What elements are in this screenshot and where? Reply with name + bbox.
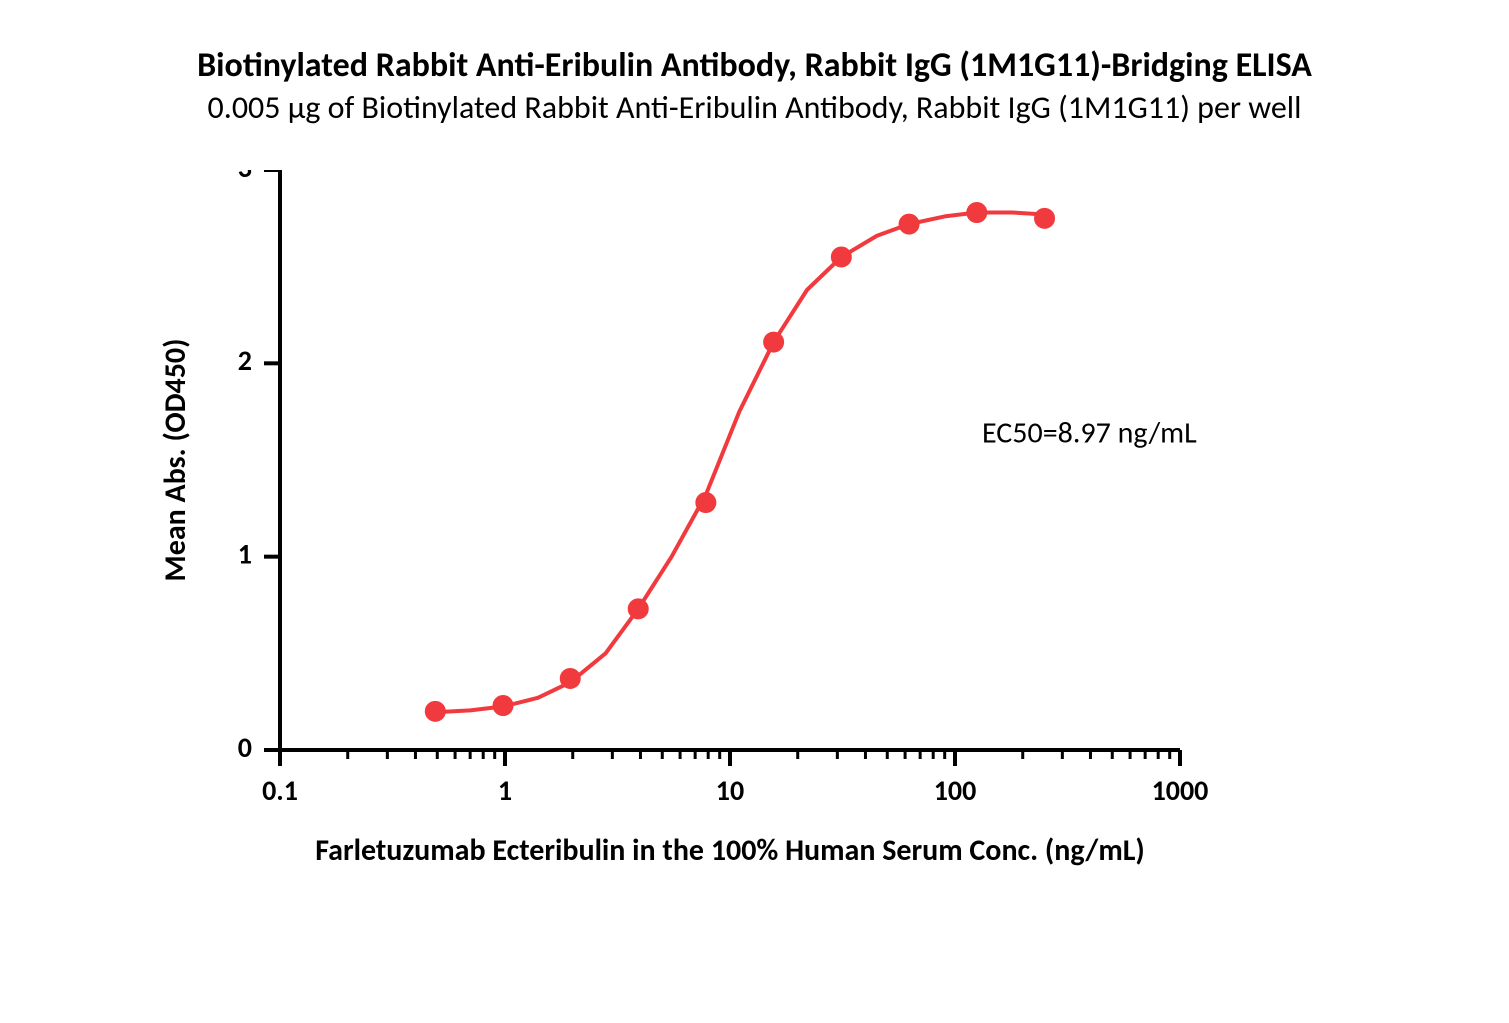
data-point <box>764 332 784 352</box>
y-axis-label: Mean Abs. (OD450) <box>157 339 194 582</box>
x-tick-label: 1000 <box>1152 773 1209 808</box>
data-point <box>899 214 919 234</box>
x-axis-label: Farletuzumab Ecteribulin in the 100% Hum… <box>315 832 1145 869</box>
data-point <box>1035 208 1055 228</box>
chart-svg: 0 1 2 3 0.1 1 10 100 1000 EC50=8.97 ng/mL Mean Abs… <box>120 170 1380 970</box>
fit-curve <box>435 213 1044 713</box>
data-point <box>696 493 716 513</box>
data-point <box>967 203 987 223</box>
x-tick-label: 1 <box>498 773 512 808</box>
chart-title: Biotinylated Rabbit Anti-Eribulin Antibo… <box>0 45 1509 88</box>
data-point <box>628 599 648 619</box>
y-tick-label: 3 <box>238 170 252 185</box>
ec50-annotation: EC50=8.97 ng/mL <box>982 415 1197 452</box>
chart-titles: Biotinylated Rabbit Anti-Eribulin Antibo… <box>0 45 1509 128</box>
data-point <box>831 247 851 267</box>
x-tick-label: 100 <box>934 773 977 808</box>
data-point <box>493 696 513 716</box>
chart-area: 0 1 2 3 0.1 1 10 100 1000 EC50=8.97 ng/mL Mean Abs… <box>120 170 1380 970</box>
data-point <box>425 701 445 721</box>
chart-subtitle: 0.005 μg of Biotinylated Rabbit Anti-Eri… <box>0 88 1509 128</box>
y-tick-label: 2 <box>238 343 252 378</box>
y-tick-label: 0 <box>238 730 252 765</box>
data-point <box>560 668 580 688</box>
x-tick-label: 10 <box>716 773 744 808</box>
y-tick-label: 1 <box>238 536 252 571</box>
x-tick-label: 0.1 <box>262 773 298 808</box>
